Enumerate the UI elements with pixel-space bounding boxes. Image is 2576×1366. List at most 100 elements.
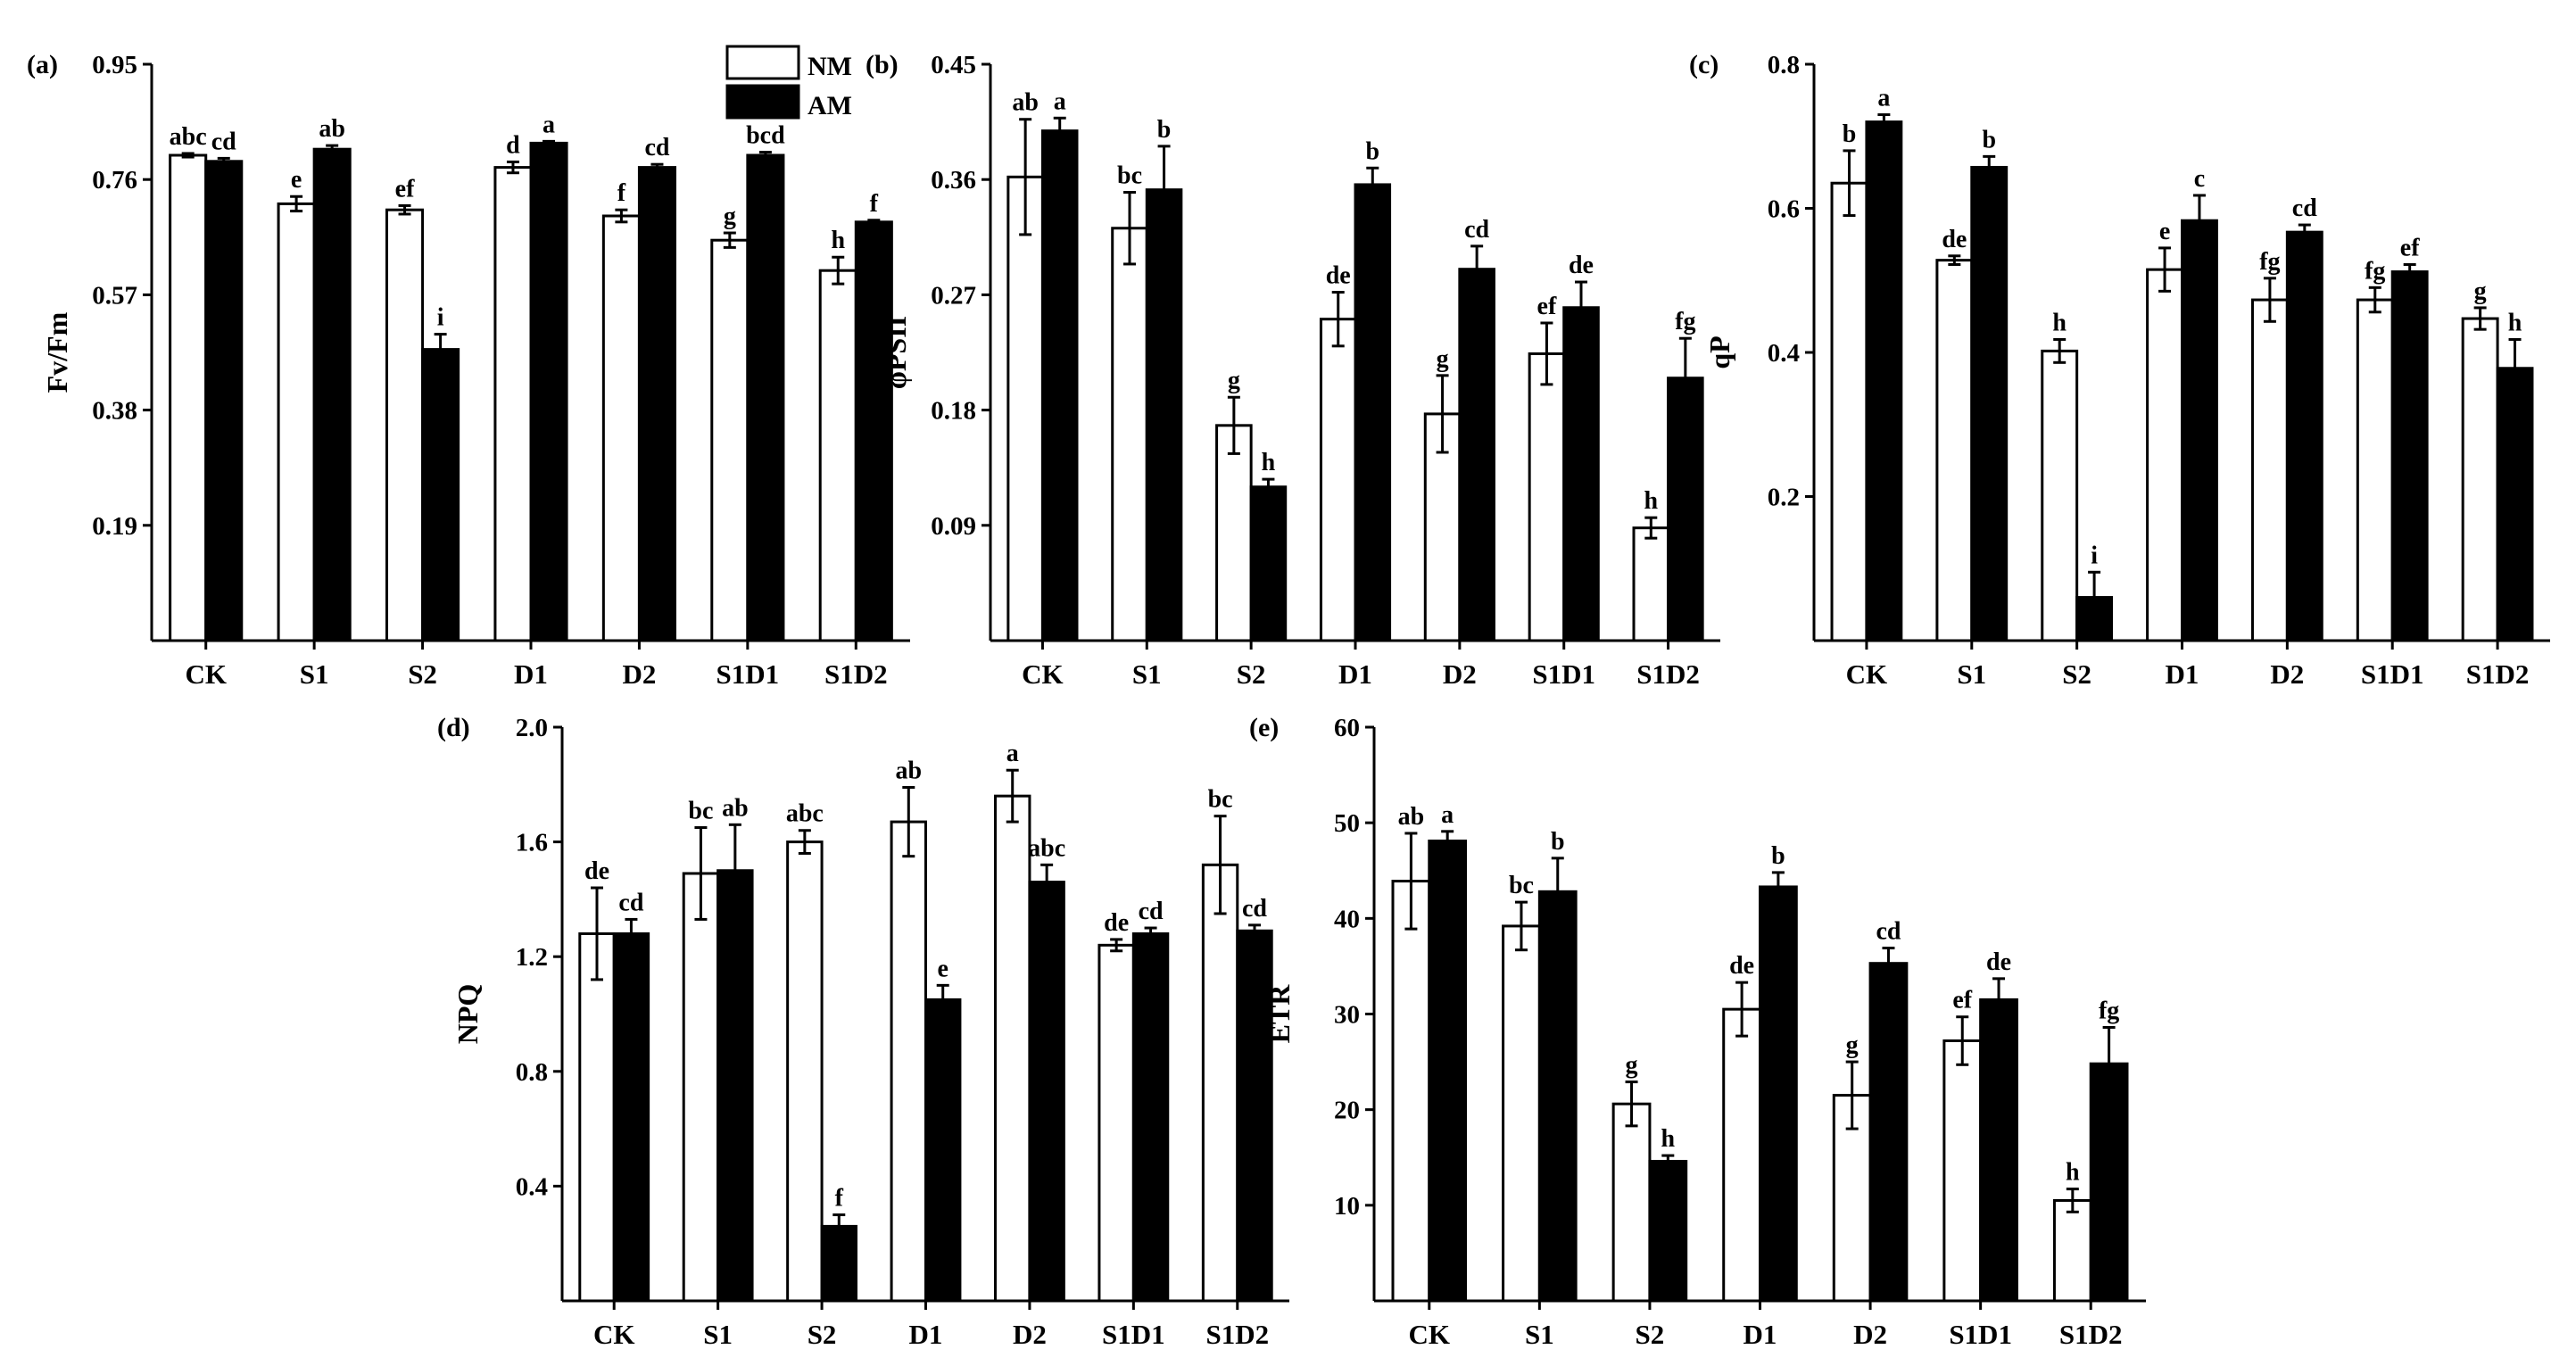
significance-letter: h bbox=[1262, 449, 1276, 476]
bar-nm bbox=[2052, 1198, 2092, 1303]
significance-letter: bc bbox=[1208, 786, 1233, 814]
bar-am bbox=[1236, 929, 1273, 1303]
significance-letter: cd bbox=[644, 134, 669, 161]
bar-nm bbox=[2461, 317, 2499, 642]
significance-letter: de bbox=[584, 857, 609, 885]
x-tick-label: D2 bbox=[1443, 658, 1477, 690]
bar-am bbox=[204, 160, 244, 642]
bar-am bbox=[924, 998, 962, 1303]
bar-am bbox=[1249, 485, 1288, 642]
bar-nm bbox=[890, 820, 927, 1303]
legend: NM AM bbox=[725, 45, 852, 120]
x-tick-label: D1 bbox=[2166, 658, 2199, 690]
y-tick-label: 0.8 bbox=[1768, 51, 1800, 79]
bar-nm bbox=[277, 202, 316, 642]
x-tick-label: CK bbox=[1022, 658, 1064, 690]
bar-am bbox=[1131, 931, 1170, 1303]
significance-letter: e bbox=[937, 955, 948, 982]
significance-letter: ef bbox=[2400, 234, 2420, 261]
bar-nm bbox=[1528, 352, 1566, 642]
significance-letter: cd bbox=[1139, 898, 1164, 925]
x-tick-label: S1 bbox=[1132, 658, 1162, 690]
y-tick-label: 1.6 bbox=[516, 829, 548, 857]
bar-nm bbox=[578, 931, 616, 1303]
bar-nm bbox=[1942, 1039, 1983, 1303]
y-tick-label: 0.4 bbox=[516, 1172, 548, 1201]
significance-letter: de bbox=[1104, 909, 1129, 937]
bar-nm bbox=[1502, 924, 1541, 1303]
significance-letter: d bbox=[506, 131, 520, 159]
panel-label: (a) bbox=[27, 50, 58, 79]
significance-letter: a bbox=[1054, 87, 1066, 115]
bar-nm bbox=[2041, 349, 2079, 642]
x-tick-label: D2 bbox=[1853, 1319, 1887, 1350]
bar-am bbox=[1970, 165, 2009, 642]
y-tick-label: 10 bbox=[1334, 1192, 1360, 1221]
x-tick-label: D1 bbox=[1338, 658, 1372, 690]
bar-am bbox=[2285, 230, 2323, 642]
significance-letter: bcd bbox=[746, 122, 785, 150]
significance-letter: g bbox=[2474, 277, 2487, 305]
y-tick-label: 0.4 bbox=[1768, 339, 1800, 368]
legend-label-am: AM bbox=[808, 91, 852, 120]
significance-letter: b bbox=[1771, 842, 1785, 870]
significance-letter: g bbox=[1228, 367, 1240, 394]
x-tick-label: S1 bbox=[300, 658, 329, 690]
significance-letter: h bbox=[1661, 1125, 1676, 1153]
bar-nm bbox=[601, 214, 641, 642]
x-tick-label: S1D1 bbox=[1102, 1319, 1165, 1350]
x-tick-label: S1D1 bbox=[2361, 658, 2424, 690]
significance-letter: ab bbox=[1012, 89, 1039, 117]
x-tick-label: S1D2 bbox=[824, 658, 888, 690]
bar-nm bbox=[1006, 175, 1044, 642]
bar-nm bbox=[682, 872, 720, 1303]
y-tick-label: 20 bbox=[1334, 1097, 1360, 1125]
significance-letter: abc bbox=[1028, 834, 1065, 862]
x-tick-label: S1D1 bbox=[716, 658, 780, 690]
bar-nm bbox=[1201, 863, 1239, 1303]
y-tick-label: 30 bbox=[1334, 1001, 1360, 1030]
bar-am bbox=[1562, 306, 1600, 642]
bar-nm bbox=[1830, 181, 1868, 642]
significance-letter: f bbox=[870, 190, 879, 218]
significance-letter: bc bbox=[1117, 162, 1142, 190]
bar-nm bbox=[1722, 1007, 1762, 1303]
bar-nm bbox=[169, 153, 208, 642]
significance-letter: h bbox=[2052, 309, 2067, 336]
y-tick-label: 0.38 bbox=[92, 397, 137, 426]
bar-nm bbox=[2250, 298, 2289, 642]
bar-nm bbox=[786, 840, 824, 1303]
x-tick-label: CK bbox=[593, 1319, 635, 1350]
significance-letter: e bbox=[2159, 218, 2170, 245]
y-tick-label: 0.95 bbox=[92, 51, 137, 79]
significance-letter: cd bbox=[1876, 918, 1901, 946]
significance-letter: abc bbox=[786, 800, 824, 828]
significance-letter: g bbox=[1846, 1031, 1859, 1059]
x-tick-label: S1D2 bbox=[2466, 658, 2530, 690]
significance-letter: a bbox=[1006, 740, 1019, 767]
significance-letter: fg bbox=[2259, 248, 2280, 276]
x-tick-label: S1 bbox=[1525, 1319, 1554, 1350]
bar-am bbox=[746, 153, 785, 642]
x-tick-label: S1D2 bbox=[2059, 1319, 2123, 1350]
bar-am bbox=[2496, 367, 2534, 642]
bar-am bbox=[421, 348, 460, 642]
panel-label: (d) bbox=[437, 713, 470, 742]
significance-letter: fg bbox=[2099, 998, 2119, 1025]
x-tick-label: D1 bbox=[909, 1319, 943, 1350]
significance-letter: ef bbox=[395, 175, 415, 203]
panel-label: (c) bbox=[1689, 50, 1719, 79]
significance-letter: a bbox=[1441, 801, 1454, 829]
significance-letter: b bbox=[1365, 137, 1379, 165]
x-tick-label: D2 bbox=[2270, 658, 2304, 690]
significance-letter: c bbox=[2194, 165, 2205, 193]
bar-am bbox=[1028, 881, 1065, 1303]
significance-letter: i bbox=[437, 304, 444, 332]
bar-am bbox=[1979, 998, 2018, 1303]
significance-letter: cd bbox=[1242, 895, 1267, 923]
bar-am bbox=[1428, 840, 1468, 1303]
x-tick-label: D2 bbox=[1013, 1319, 1047, 1350]
